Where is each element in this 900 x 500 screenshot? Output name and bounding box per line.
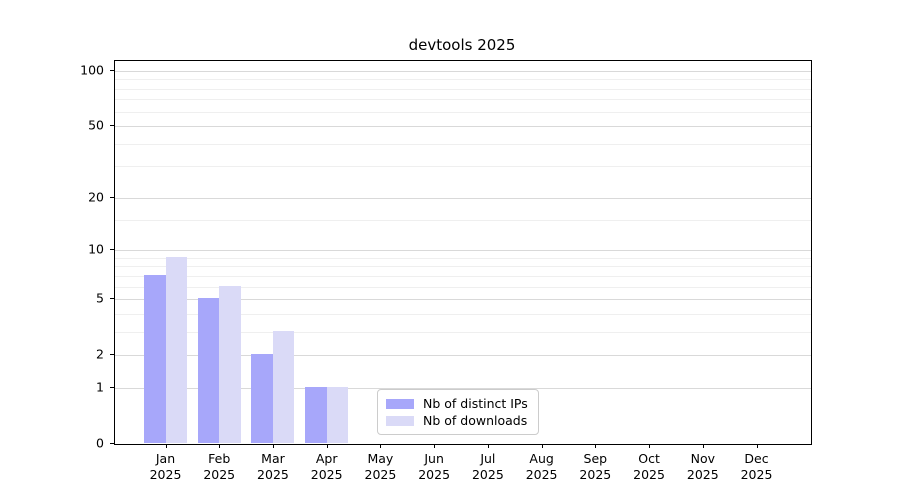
y-gridline-minor [115,266,811,268]
bar-downloads [272,330,295,443]
bar-distinct-ips [251,354,273,443]
legend-label: Nb of downloads [423,413,528,428]
y-tick-label: 1 [96,379,104,395]
bar-distinct-ips [197,298,220,443]
x-tick-mark [487,444,489,448]
legend-label: Nb of distinct IPs [423,396,528,411]
y-gridline-minor [115,79,811,81]
bar-distinct-ips [305,386,327,443]
y-tick-mark [110,298,114,300]
y-tick-label: 20 [88,189,104,205]
x-tick-mark [756,444,758,448]
y-gridline-minor [115,111,811,113]
x-tick-label: Aug 2025 [525,451,558,482]
x-tick-label: Feb 2025 [203,451,236,482]
x-tick-label: Dec 2025 [740,451,773,482]
chart-title: devtools 2025 [408,36,516,54]
y-gridline-major [115,387,811,389]
y-tick-mark [110,249,114,251]
bar-downloads [165,256,187,443]
y-gridline-minor [115,88,811,90]
x-tick-label: Jun 2025 [418,451,451,482]
x-tick-mark [541,444,543,448]
x-tick-mark [165,444,167,448]
y-gridline-minor [115,275,811,277]
x-tick-mark [434,444,436,448]
x-tick-label: Jan 2025 [149,451,182,482]
y-gridline-minor [115,166,811,168]
x-tick-mark [272,444,274,448]
y-gridline-major [115,355,811,357]
bar-distinct-ips [144,274,166,443]
y-gridline-minor [115,99,811,101]
legend-item: Nb of downloads [386,412,528,429]
x-tick-label: Apr 2025 [310,451,343,482]
x-tick-label: Nov 2025 [686,451,719,482]
bar-downloads [219,285,241,443]
x-tick-mark [649,444,651,448]
y-tick-label: 0 [96,435,104,451]
y-tick-label: 50 [88,117,104,133]
x-tick-label: Mar 2025 [257,451,289,482]
y-tick-label: 5 [96,290,104,306]
y-gridline-minor [115,331,811,333]
y-gridline-minor [115,286,811,288]
y-tick-mark [110,69,114,71]
legend-swatch [386,398,414,409]
y-gridline-major [115,250,811,252]
x-tick-mark [380,444,382,448]
y-tick-mark [110,196,114,198]
y-gridline-minor [115,313,811,315]
x-tick-mark [702,444,704,448]
y-gridline-major [115,299,811,301]
x-tick-label: Oct 2025 [633,451,665,482]
y-gridline-major [115,70,811,72]
legend: Nb of distinct IPs Nb of downloads [377,389,539,435]
y-gridline-major [115,126,811,128]
y-tick-mark [110,386,114,388]
legend-item: Nb of distinct IPs [386,395,528,412]
x-tick-mark [595,444,597,448]
bar-downloads [326,386,349,443]
y-gridline-minor [115,143,811,145]
y-tick-label: 10 [88,241,104,257]
y-gridline-minor [115,219,811,221]
x-tick-label: Jul 2025 [471,451,504,482]
y-gridline-major [115,197,811,199]
x-tick-mark [219,444,221,448]
y-tick-mark [110,443,114,444]
y-tick-label: 2 [96,346,104,362]
y-tick-mark [110,354,114,356]
x-tick-mark [326,444,328,448]
x-tick-label: May 2025 [364,451,397,482]
y-tick-label: 100 [80,62,104,78]
legend-swatch [386,415,414,426]
y-tick-mark [110,125,114,127]
y-gridline-minor [115,257,811,259]
x-tick-label: Sep 2025 [579,451,612,482]
